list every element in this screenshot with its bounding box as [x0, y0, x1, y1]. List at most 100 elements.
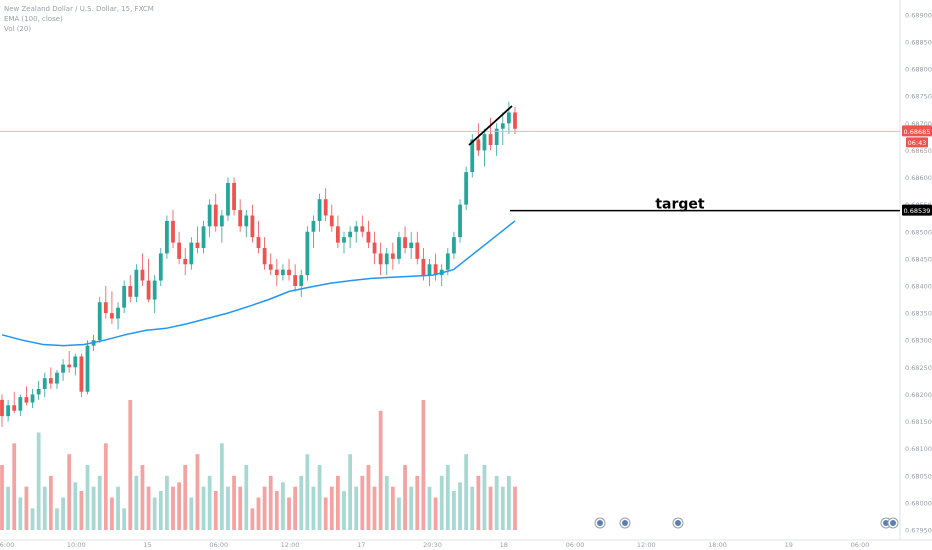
- price-tick-label: 0.68700: [905, 120, 932, 128]
- candle-body: [42, 378, 47, 390]
- volume-bar: [152, 497, 157, 530]
- volume-label: Vol (20): [4, 25, 32, 33]
- price-tick-label: 0.68900: [905, 11, 932, 19]
- volume-bar: [274, 491, 279, 530]
- candle-body: [458, 204, 462, 238]
- candle-body: [195, 242, 200, 249]
- volume-bar: [305, 454, 310, 530]
- candle-body: [24, 397, 29, 403]
- volume-bar: [354, 486, 359, 530]
- candle-body: [274, 269, 279, 276]
- volume-bar: [201, 486, 206, 530]
- candle-body: [470, 139, 475, 173]
- volume-bar: [6, 486, 11, 530]
- economic-event-flag-icon: [597, 520, 603, 526]
- candle-body: [427, 264, 432, 276]
- candle-body: [506, 112, 511, 124]
- chart-legend: New Zealand Dollar / U.S. Dollar, 15, FX…: [4, 4, 154, 34]
- volume-bar: [287, 497, 291, 530]
- time-tick-label: 16:00: [0, 541, 14, 549]
- price-tick-label: 0.68250: [905, 364, 932, 372]
- candle-body: [152, 280, 157, 300]
- volume-bar: [348, 454, 353, 530]
- volume-bar: [427, 486, 432, 530]
- volume-bar: [24, 486, 29, 530]
- candle-body: [103, 302, 108, 314]
- candle-body: [73, 356, 78, 368]
- candle-body: [342, 237, 346, 243]
- volume-bar: [146, 486, 151, 530]
- candle-body: [372, 242, 377, 254]
- volume-bar: [299, 475, 304, 530]
- volume-bar: [67, 454, 72, 530]
- volume-bar: [268, 475, 273, 530]
- time-tick-label: 18: [500, 541, 508, 549]
- trend-line[interactable]: [468, 105, 513, 146]
- volume-bar: [494, 475, 499, 530]
- candle-body: [48, 378, 53, 384]
- candle-body: [97, 302, 102, 341]
- candle-body: [476, 139, 481, 151]
- time-tick-label: 19: [785, 541, 793, 549]
- volume-bar: [366, 465, 371, 530]
- candle-body: [293, 275, 298, 286]
- volume-bar: [183, 465, 188, 530]
- volume-bar: [403, 465, 407, 530]
- volume-bar: [335, 475, 340, 530]
- price-tick-label: 0.68600: [905, 174, 932, 182]
- candle-body: [360, 226, 365, 232]
- candle-body: [55, 372, 59, 384]
- candle-body: [6, 405, 11, 417]
- volume-bar: [226, 486, 230, 530]
- candle-body: [348, 231, 353, 238]
- candle-body: [177, 242, 182, 259]
- volume-bar: [189, 497, 194, 530]
- volume-bar: [213, 491, 218, 530]
- time-tick-label: 12:00: [281, 541, 300, 549]
- candle-body: [409, 242, 414, 249]
- volume-bar: [482, 465, 487, 530]
- time-tick-label: 15: [143, 541, 151, 549]
- time-tick-label: 17: [357, 541, 365, 549]
- candle-body: [219, 215, 224, 227]
- economic-event-flag-icon: [622, 520, 628, 526]
- candle-body: [134, 269, 139, 297]
- price-tick-label: 0.67950: [905, 527, 932, 535]
- candle-body: [30, 394, 35, 403]
- candle-body: [158, 253, 163, 281]
- price-tick-label: 0.68800: [905, 66, 932, 74]
- volume-bar: [293, 486, 298, 530]
- volume-bar: [506, 475, 511, 530]
- volume-bar: [262, 486, 267, 530]
- volume-bar: [281, 482, 285, 530]
- economic-event-flag-icon: [883, 520, 889, 526]
- candle-body: [464, 172, 469, 205]
- volume-bar: [195, 454, 200, 530]
- volume-bar: [317, 465, 322, 530]
- price-tick-label: 0.68850: [905, 38, 932, 46]
- volume-bar: [79, 491, 84, 530]
- volume-bar: [439, 475, 444, 530]
- candle-body: [116, 307, 120, 319]
- volume-bar: [171, 486, 175, 530]
- candle-body: [452, 237, 456, 254]
- price-tick-label: 0.68150: [905, 418, 932, 426]
- volume-bar: [464, 454, 469, 530]
- candle-body: [494, 128, 499, 145]
- volume-bar: [311, 486, 316, 530]
- candle-body: [207, 204, 212, 227]
- volume-bar: [372, 486, 377, 530]
- candle-body: [238, 210, 243, 227]
- candle-body: [403, 237, 407, 249]
- price-tick-label: 0.68000: [905, 499, 932, 507]
- volume-bar: [134, 475, 139, 530]
- volume-bar: [219, 443, 224, 530]
- volume-bar: [445, 465, 450, 530]
- candle-body: [354, 226, 359, 232]
- price-tick-label: 0.68500: [905, 228, 932, 236]
- target-price-badge: [902, 204, 932, 216]
- price-tick-label: 0.68300: [905, 337, 932, 345]
- candle-body: [79, 356, 84, 392]
- volume-bar: [421, 400, 426, 530]
